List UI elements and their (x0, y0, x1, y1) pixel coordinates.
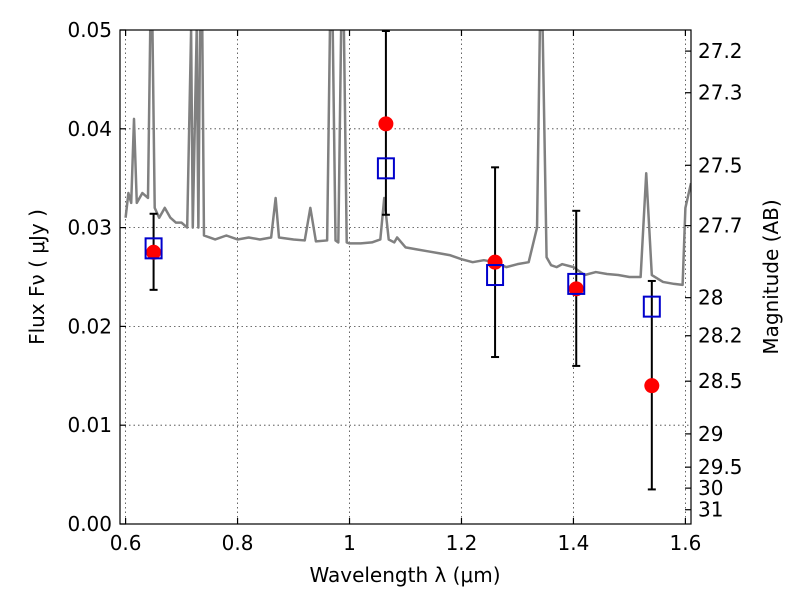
observed-point (568, 281, 584, 297)
y-tick-label: 0.05 (67, 18, 112, 42)
right-tick-label: 28.2 (698, 324, 743, 348)
x-tick-label: 0.6 (110, 531, 142, 555)
observed-point (378, 116, 394, 132)
error-bars (149, 29, 656, 491)
right-tick-label: 27.7 (698, 214, 743, 238)
x-tick-label: 1 (343, 531, 356, 555)
right-tick-label: 31 (698, 498, 723, 522)
spectrum-line (124, 30, 691, 287)
right-tick-label: 29.5 (698, 455, 743, 479)
model-point (567, 272, 586, 295)
x-tick-label: 1.4 (558, 531, 590, 555)
right-axis-title: Magnitude (AB) (759, 199, 783, 354)
model-point (486, 264, 505, 287)
right-tick-label: 28 (698, 286, 723, 310)
y-tick-label: 0.04 (67, 117, 112, 141)
observed-point (487, 254, 503, 270)
x-ticks: 0.6 0.8 1 1.2 1.4 1.6 (110, 30, 701, 555)
y-tick-label: 0.03 (67, 216, 112, 240)
y-tick-label: 0.01 (67, 413, 112, 437)
right-tick-label: 27.3 (698, 81, 743, 105)
grid (120, 30, 691, 524)
y-tick-label: 0.00 (67, 512, 112, 536)
observed-points (146, 116, 660, 394)
x-tick-label: 0.8 (222, 531, 254, 555)
plot-frame (119, 29, 692, 525)
model-points (144, 157, 661, 318)
y-ticks: 0.00 0.01 0.02 0.03 0.04 0.05 (67, 18, 126, 536)
right-tick-label: 28.5 (698, 369, 743, 393)
x-tick-label: 1.2 (446, 531, 478, 555)
x-axis-title: Wavelength λ (μm) (309, 563, 500, 587)
y-tick-label: 0.02 (67, 314, 112, 338)
model-point (642, 295, 661, 318)
right-tick-label: 27.2 (698, 39, 743, 63)
model-point (376, 157, 395, 180)
template-spectrum (124, 30, 691, 287)
y-axis-title: Flux Fν ( μJy ) (25, 209, 49, 345)
right-tick-label: 29 (698, 422, 723, 446)
observed-point (146, 244, 162, 260)
observed-point (644, 378, 660, 394)
right-tick-label: 30 (698, 476, 723, 500)
right-tick-label: 27.5 (698, 153, 743, 177)
model-point (144, 237, 163, 260)
x-tick-label: 1.6 (669, 531, 701, 555)
